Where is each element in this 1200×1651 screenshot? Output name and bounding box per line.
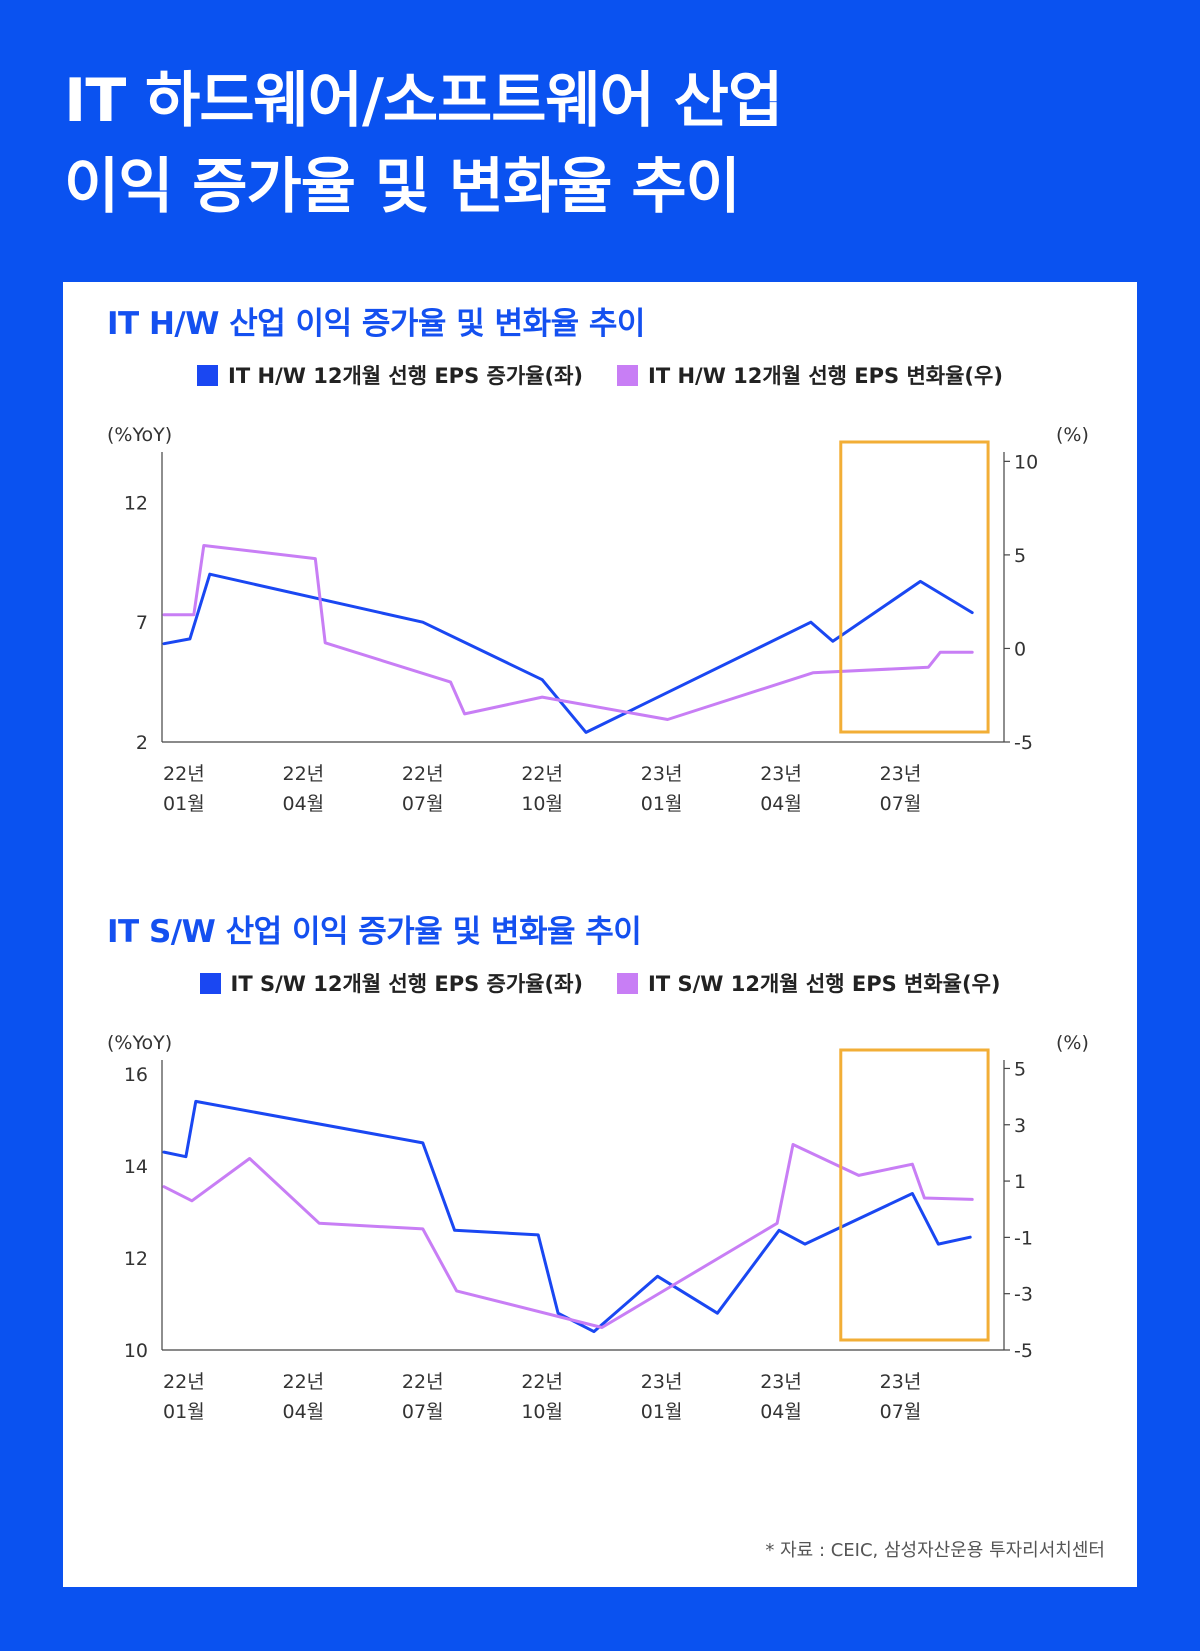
series-right-line: [162, 1143, 974, 1329]
x-tick-month: 01월: [641, 793, 683, 815]
hw-legend-right: IT H/W 12개월 선행 EPS 변화율(우): [617, 360, 1003, 390]
sw-right-axis-unit: (%): [1056, 1032, 1089, 1054]
hw-line-chart: 2 7 12 -5 0 5 10 22년 01월 22년 04월 22년 07월 22년 10월 23년 01월…: [124, 440, 1038, 815]
x-tick-month: 04월: [760, 1401, 802, 1423]
sw-legend-left-label: IT S/W 12개월 선행 EPS 증가율(좌): [230, 972, 584, 996]
hw-legend-right-label: IT H/W 12개월 선행 EPS 변화율(우): [648, 364, 1003, 388]
x-tick-year: 22년: [163, 763, 205, 785]
x-tick-year: 22년: [521, 1371, 563, 1393]
x-tick-month: 04월: [282, 793, 324, 815]
hw-left-axis-unit: (%YoY): [107, 424, 173, 446]
x-tick-month: 07월: [880, 793, 922, 815]
x-tick-year: 23년: [880, 763, 922, 785]
sw-legend-right-label: IT S/W 12개월 선행 EPS 변화율(우): [648, 972, 1001, 996]
x-tick-year: 23년: [760, 763, 802, 785]
right-tick-label: 5: [1014, 545, 1026, 567]
series-left-line: [162, 1099, 972, 1334]
right-tick-label: 5: [1014, 1058, 1026, 1080]
page-title: IT 하드웨어/소프트웨어 산업 이익 증가율 및 변화율 추이: [64, 58, 783, 230]
x-tick-year: 23년: [641, 763, 683, 785]
right-tick-label: -1: [1014, 1227, 1033, 1249]
left-tick-label: 7: [136, 612, 148, 634]
right-tick-label: 3: [1014, 1115, 1026, 1137]
x-tick-year: 22년: [282, 1371, 324, 1393]
x-tick-month: 07월: [402, 1401, 444, 1423]
left-tick-label: 12: [124, 1248, 148, 1270]
x-tick-month: 10월: [521, 793, 563, 815]
x-tick-month: 04월: [760, 793, 802, 815]
hw-legend-left: IT H/W 12개월 선행 EPS 증가율(좌): [197, 360, 583, 390]
right-tick-label: -3: [1014, 1284, 1033, 1306]
series-right-line: [162, 544, 974, 721]
left-tick-label: 16: [124, 1064, 148, 1086]
right-tick-label: 0: [1014, 638, 1026, 660]
hw-legend-left-label: IT H/W 12개월 선행 EPS 증가율(좌): [228, 364, 583, 388]
left-tick-label: 2: [136, 732, 148, 754]
x-tick-month: 04월: [282, 1401, 324, 1423]
x-tick-year: 23년: [880, 1371, 922, 1393]
blue-square-icon: [199, 972, 221, 994]
x-tick-month: 10월: [521, 1401, 563, 1423]
hw-chart-title: IT H/W 산업 이익 증가율 및 변화율 추이: [107, 306, 645, 342]
x-tick-month: 01월: [163, 1401, 205, 1423]
sw-legend-left: IT S/W 12개월 선행 EPS 증가율(좌): [199, 968, 584, 998]
x-tick-year: 23년: [641, 1371, 683, 1393]
left-tick-label: 14: [124, 1156, 148, 1178]
sw-line-chart: 10 12 14 16 -5 -3 -1 1 3 5 22년 01월 22년 04월 22년 07월 22년 10…: [124, 1048, 1033, 1423]
x-tick-year: 22년: [402, 763, 444, 785]
x-tick-year: 22년: [163, 1371, 205, 1393]
hw-right-axis-unit: (%): [1056, 424, 1089, 446]
blue-square-icon: [197, 364, 219, 386]
purple-square-icon: [617, 364, 638, 386]
right-tick-label: -5: [1014, 732, 1033, 754]
left-tick-label: 10: [124, 1340, 148, 1362]
sw-left-axis-unit: (%YoY): [107, 1032, 173, 1054]
right-tick-label: 10: [1014, 451, 1038, 473]
x-tick-year: 23년: [760, 1371, 802, 1393]
x-tick-month: 07월: [402, 793, 444, 815]
x-tick-month: 01월: [163, 793, 205, 815]
purple-square-icon: [617, 972, 638, 994]
sw-legend-right: IT S/W 12개월 선행 EPS 변화율(우): [617, 968, 1001, 998]
x-tick-year: 22년: [521, 763, 563, 785]
x-tick-month: 01월: [641, 1401, 683, 1423]
chart-card: IT H/W 산업 이익 증가율 및 변화율 추이 IT H/W 12개월 선행…: [63, 282, 1137, 1587]
x-tick-year: 22년: [402, 1371, 444, 1393]
right-tick-label: -5: [1014, 1340, 1033, 1362]
highlight-box: [839, 440, 990, 734]
x-tick-month: 07월: [880, 1401, 922, 1423]
page-title-line-1: IT 하드웨어/소프트웨어 산업: [64, 66, 783, 136]
hw-chart-legend: IT H/W 12개월 선행 EPS 증가율(좌) IT H/W 12개월 선행…: [63, 360, 1137, 390]
highlight-box: [839, 1048, 990, 1342]
series-left-line: [162, 572, 974, 734]
x-tick-year: 22년: [282, 763, 324, 785]
sw-chart-legend: IT S/W 12개월 선행 EPS 증가율(좌) IT S/W 12개월 선행…: [63, 968, 1137, 998]
source-note: * 자료 : CEIC, 삼성자산운용 투자리서치센터: [765, 1540, 1105, 1561]
left-tick-label: 12: [124, 492, 148, 514]
page-title-line-2: 이익 증가율 및 변화율 추이: [64, 152, 741, 222]
right-tick-label: 1: [1014, 1171, 1026, 1193]
sw-chart-title: IT S/W 산업 이익 증가율 및 변화율 추이: [107, 914, 642, 950]
